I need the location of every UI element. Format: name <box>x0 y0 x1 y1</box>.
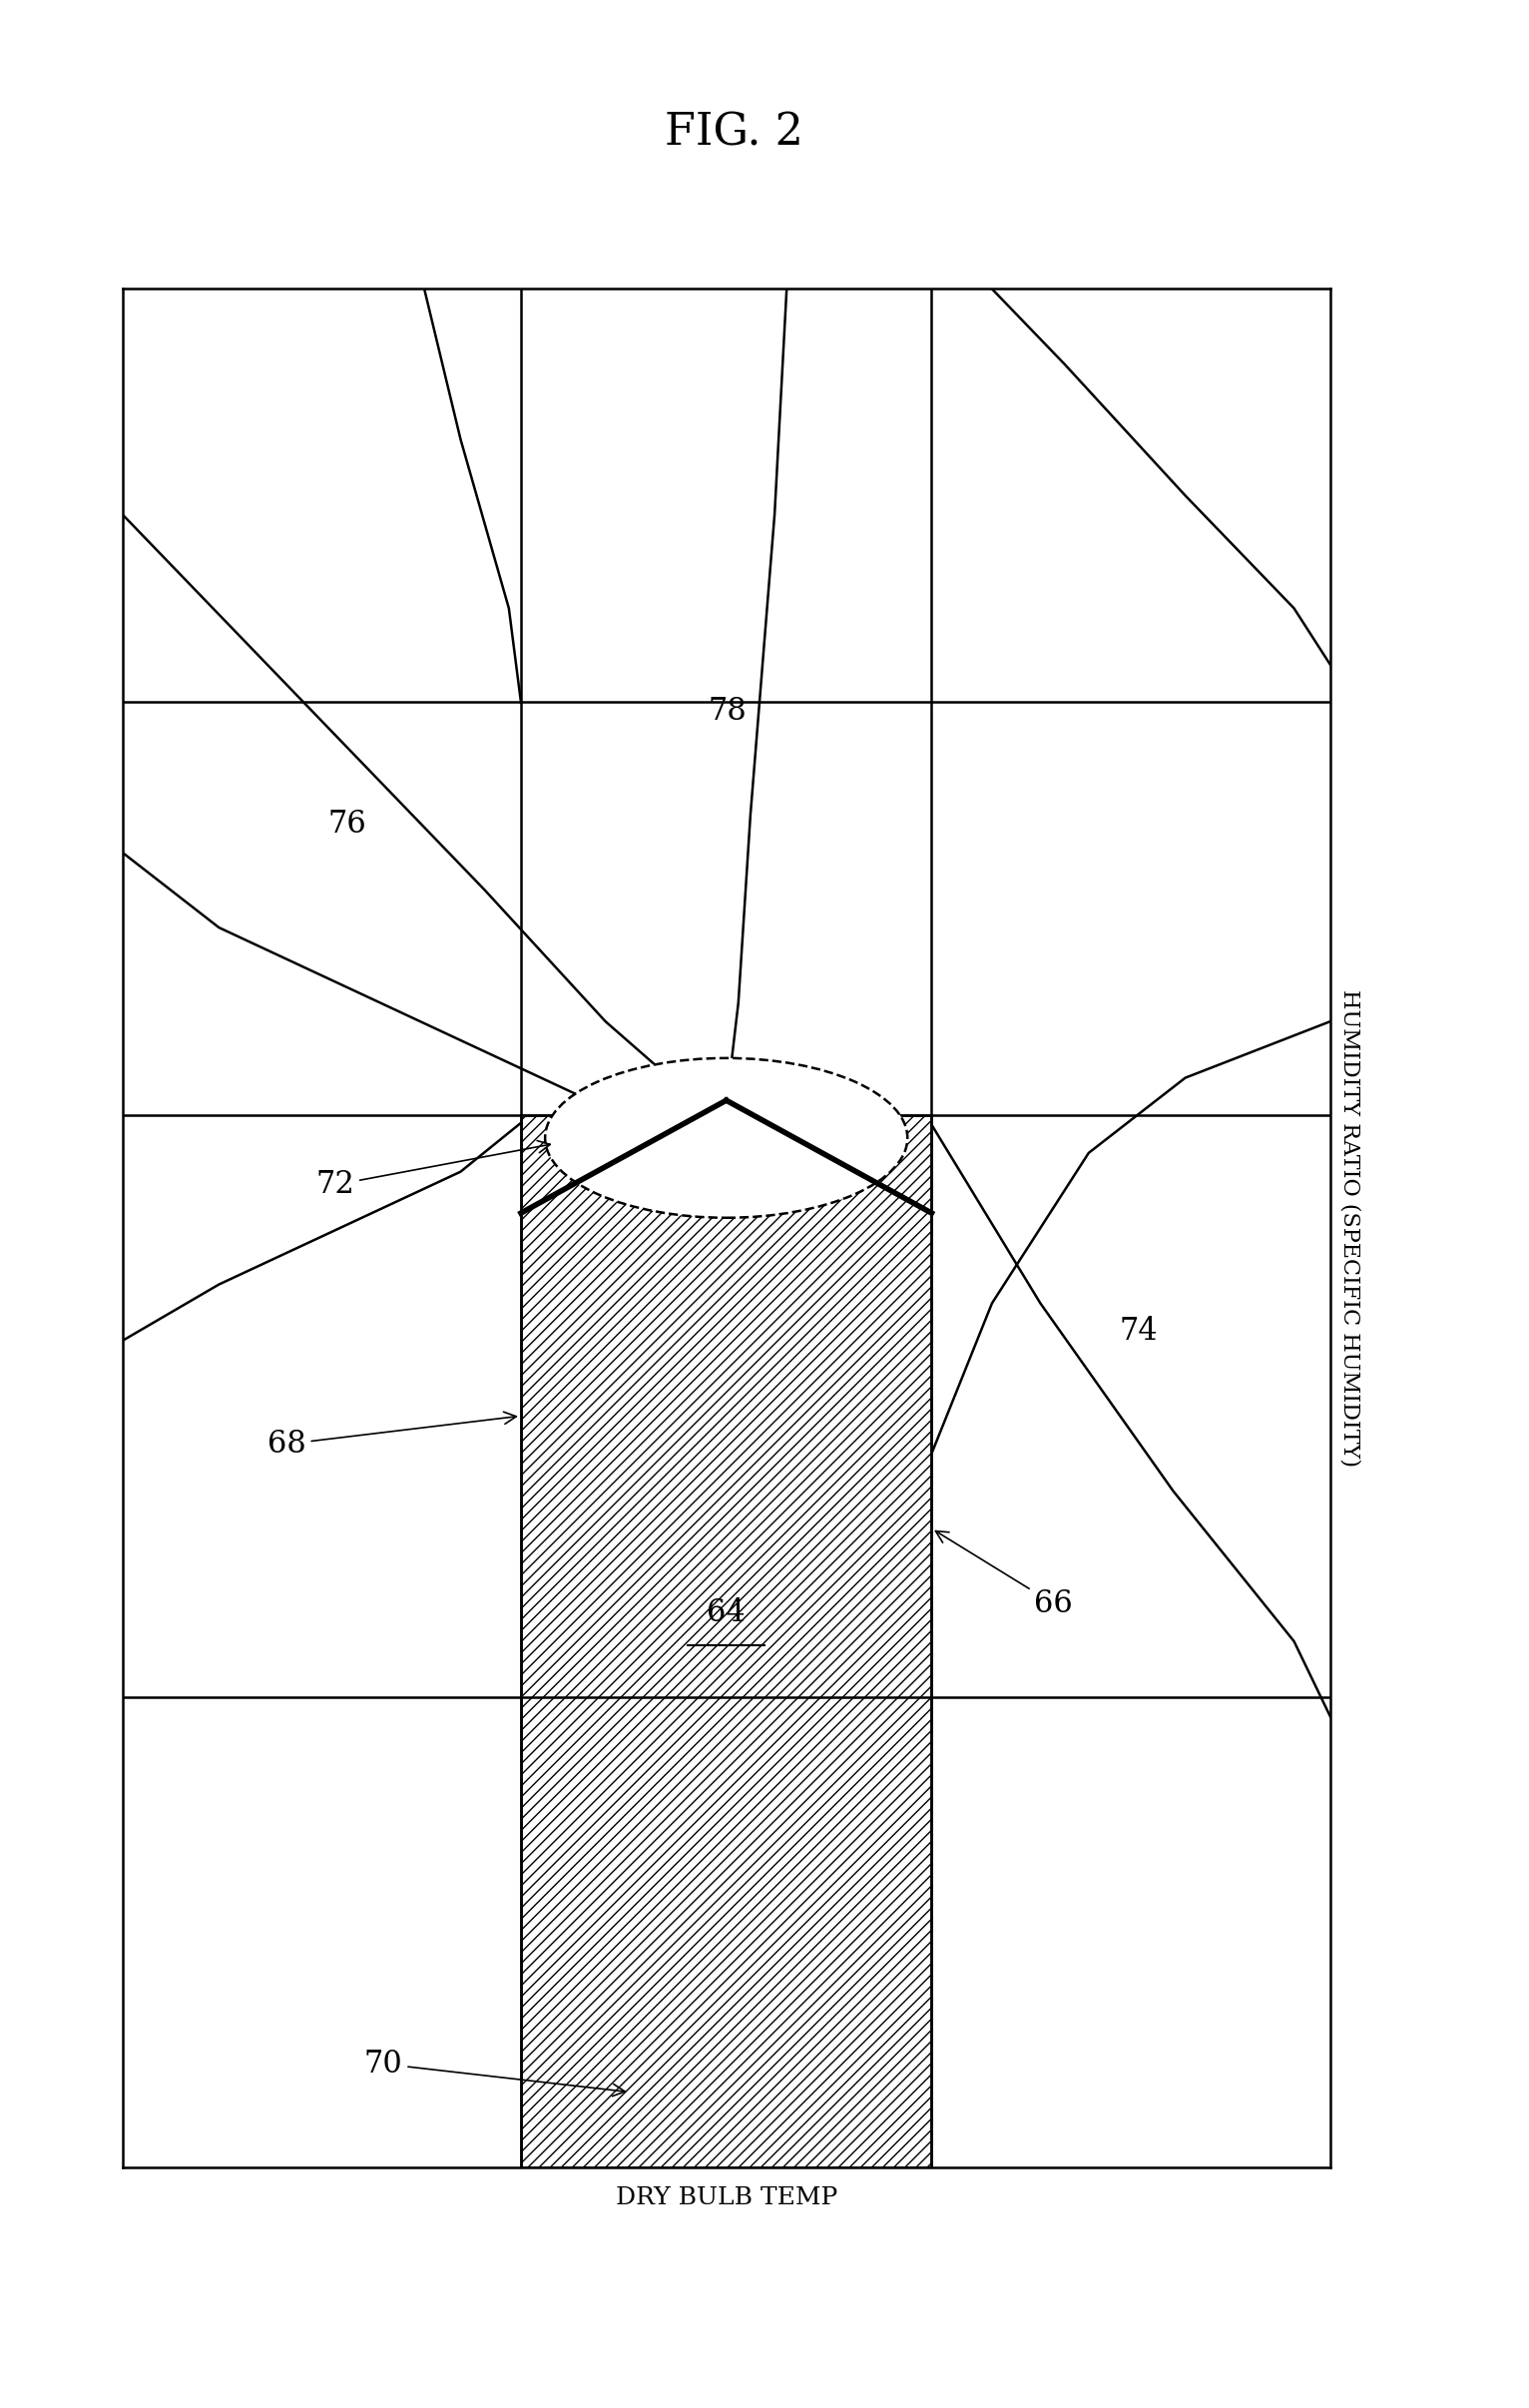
Y-axis label: HUMIDITY RATIO (SPECIFIC HUMIDITY): HUMIDITY RATIO (SPECIFIC HUMIDITY) <box>1339 990 1361 1466</box>
Text: 72: 72 <box>315 1141 550 1199</box>
Text: 66: 66 <box>936 1531 1073 1618</box>
Ellipse shape <box>546 1057 908 1218</box>
Bar <box>521 1115 931 2167</box>
Text: 68: 68 <box>268 1411 517 1459</box>
Text: 74: 74 <box>1119 1315 1157 1346</box>
Text: 64: 64 <box>706 1597 746 1628</box>
X-axis label: DRY BULB TEMP: DRY BULB TEMP <box>615 2186 838 2211</box>
Text: 76: 76 <box>327 809 367 840</box>
Text: FIG. 2: FIG. 2 <box>665 111 803 154</box>
Text: 78: 78 <box>708 696 746 727</box>
Text: 70: 70 <box>364 2049 625 2097</box>
